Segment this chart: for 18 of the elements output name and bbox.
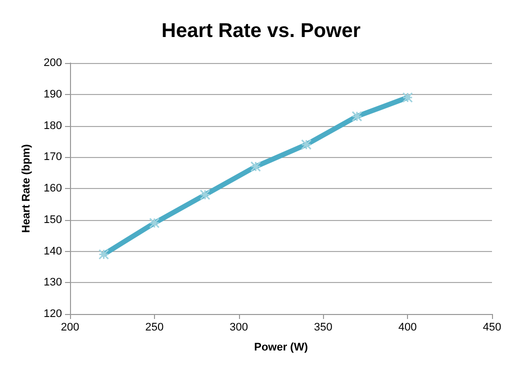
x-axis-title: Power (W) (254, 342, 308, 354)
x-tick-label: 300 (230, 322, 248, 334)
y-tick-label: 130 (44, 276, 62, 289)
x-tick-label: 350 (314, 322, 332, 334)
y-axis-title: Heart Rate (bpm) (20, 144, 32, 233)
y-tick-label: 140 (44, 245, 62, 258)
y-tick-label: 190 (44, 88, 62, 100)
x-tick-label: 250 (145, 322, 164, 334)
y-tick-label: 180 (44, 120, 62, 132)
y-tick-label: 160 (44, 182, 62, 194)
x-tick-label: 200 (60, 322, 80, 334)
y-tick-label: 120 (44, 308, 62, 320)
y-tick-label: 200 (44, 57, 62, 69)
x-tick-label: 450 (482, 322, 502, 334)
chart-title: Heart Rate vs. Power (162, 20, 361, 42)
x-tick-label: 400 (398, 322, 417, 334)
y-tick-label: 170 (44, 151, 62, 164)
y-tick-label: 150 (44, 214, 62, 226)
